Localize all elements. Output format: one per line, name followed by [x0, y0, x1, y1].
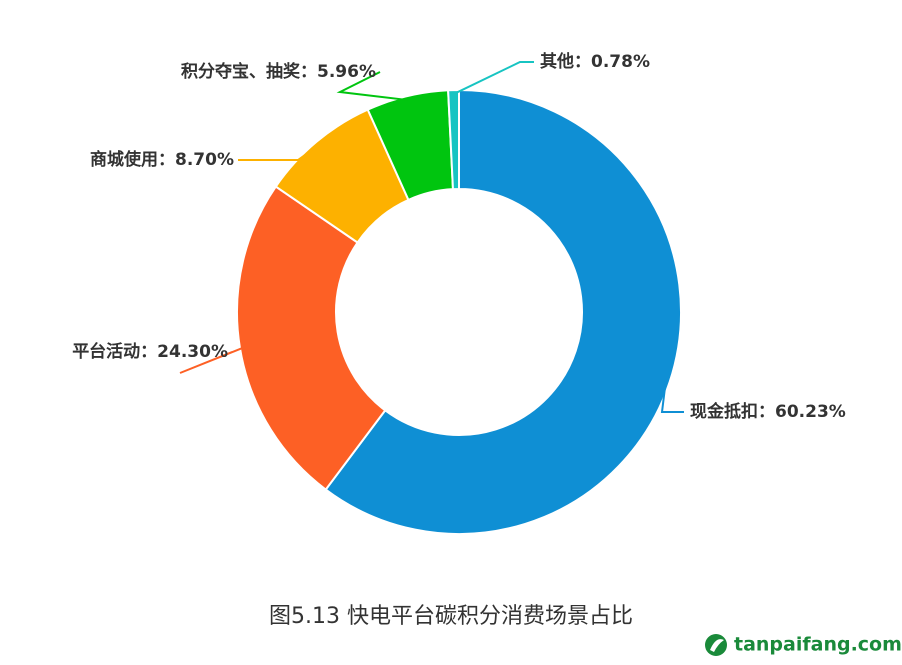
- data-label: 积分夺宝、抽奖：5.96%: [181, 61, 376, 82]
- leader-line: [336, 71, 409, 102]
- data-label: 现金抵扣：60.23%: [690, 401, 846, 422]
- slice: [324, 88, 682, 535]
- watermark-logo: [705, 634, 727, 656]
- leader-line: [660, 380, 684, 413]
- leader-line: [238, 144, 320, 161]
- leader-line: [453, 61, 534, 95]
- caption: 图5.13 快电平台碳积分消费场景占比: [269, 604, 633, 629]
- leader-line: [179, 346, 245, 374]
- slice: [447, 88, 460, 191]
- slice: [235, 185, 387, 491]
- data-label: 商城使用：8.70%: [90, 149, 234, 170]
- data-label: 平台活动：24.30%: [72, 341, 228, 362]
- watermark: tanpaifang.com: [734, 634, 902, 656]
- data-label: 其他：0.78%: [540, 51, 650, 72]
